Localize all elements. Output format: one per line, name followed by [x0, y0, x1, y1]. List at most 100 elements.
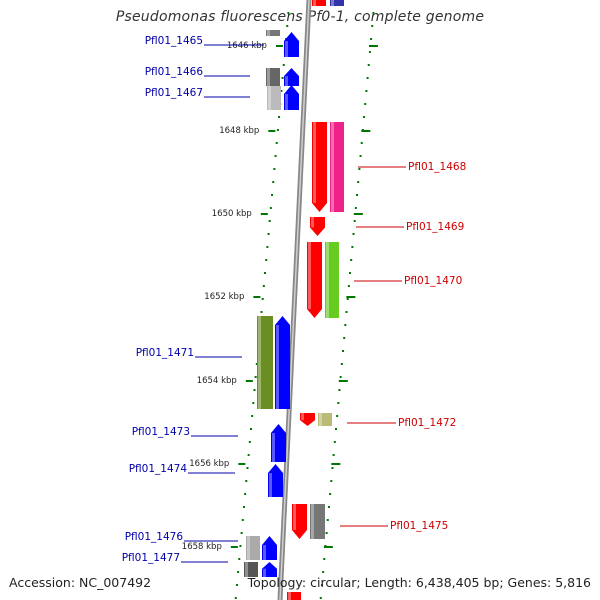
tick-dot-left	[262, 285, 265, 287]
tick-dot-right	[330, 480, 333, 482]
gene-bar-aux-shine	[268, 86, 271, 110]
gene-arrow-reverse	[312, 122, 327, 212]
gene-arrow-reverse-shine	[293, 504, 296, 530]
gene-label-reverse: Pfl01_1470	[404, 275, 462, 287]
kbp-tick-left	[238, 463, 246, 465]
tick-dot-right	[354, 207, 357, 209]
gene-arrow-reverse	[292, 504, 307, 539]
tick-dot-right	[370, 38, 373, 40]
kbp-tick-left	[268, 130, 276, 132]
tick-dot-left	[287, 12, 290, 14]
gene-arrow-reverse	[300, 413, 315, 426]
gene-bar-aux	[257, 316, 273, 409]
tick-marks	[230, 12, 378, 599]
tick-dot-right	[359, 155, 362, 157]
gene-bar-aux	[330, 122, 344, 212]
gene-arrow-forward	[268, 464, 283, 497]
tick-dot-right	[365, 90, 368, 92]
tick-dot-right	[336, 415, 339, 417]
tick-dot-right	[340, 363, 343, 365]
gene-bar-aux	[244, 562, 258, 577]
tick-dot-right	[342, 350, 344, 352]
gene-label-forward: Pfl01_1465	[145, 35, 203, 47]
gene-label-reverse: Pfl01_1468	[408, 161, 466, 173]
tick-dot-right	[363, 116, 366, 118]
gene-bar-aux	[318, 413, 332, 426]
tick-dot-right	[343, 337, 346, 339]
gene-label-forward: Pfl01_1474	[129, 463, 188, 475]
tick-dot-left	[282, 64, 285, 66]
tick-dot-left	[275, 142, 278, 144]
gene-arrow-reverse	[307, 242, 322, 318]
tick-dot-left	[234, 597, 237, 599]
tick-dot-right	[319, 597, 322, 599]
tick-dot-left	[242, 506, 245, 508]
kbp-tick-right	[346, 296, 356, 298]
gene-arrow-forward-shine	[285, 41, 288, 57]
gene-bar-aux-shine	[247, 536, 250, 560]
tick-dot-left	[266, 246, 269, 248]
tick-dot-left	[252, 402, 255, 404]
tick-dot-left	[237, 571, 240, 573]
tick-dot-right	[332, 454, 335, 456]
map-title: Pseudomonas fluorescens Pf0-1, complete …	[115, 9, 485, 25]
tick-dot-left	[261, 298, 264, 300]
tick-dot-left	[238, 558, 241, 560]
tick-dot-right	[357, 181, 360, 183]
gene-bar-aux	[325, 242, 339, 318]
tick-dot-left	[244, 493, 247, 495]
gene-label-forward: Pfl01_1471	[136, 347, 194, 359]
gene-arrow-forward-shine	[285, 76, 288, 86]
gene-arrow-forward	[271, 424, 286, 462]
tick-dot-left	[280, 90, 283, 92]
tick-dot-right	[350, 259, 353, 261]
tick-dot-right	[353, 220, 356, 222]
gene-bar-aux-shine	[267, 30, 270, 36]
tick-dot-left	[271, 194, 274, 196]
tick-dot-right	[360, 142, 363, 144]
gene-arrow-forward-shine	[263, 568, 266, 577]
labels: 1646 kbp 1648 kbp 1650 kbp 1652 kbp 1654 kbp…	[122, 35, 467, 564]
tick-dot-left	[273, 168, 276, 170]
tick-dot-right	[322, 571, 325, 573]
gene-label-forward: Pfl01_1473	[132, 426, 190, 438]
gene-arrow-reverse-shine	[311, 217, 314, 228]
gene-arrow-forward-shine	[272, 433, 275, 462]
kbp-label: 1648 kbp	[219, 126, 259, 136]
gene-bar-edge-shine	[288, 592, 291, 600]
gene-arrow-forward	[284, 85, 299, 110]
gene-bar-edge	[287, 592, 301, 600]
gene-bar-aux	[310, 504, 325, 539]
backbone-highlight	[279, 0, 310, 600]
gene-label-reverse: Pfl01_1475	[390, 520, 448, 532]
tick-dot-right	[371, 25, 374, 27]
tick-dot-left	[272, 181, 275, 183]
gene-bar-edge-shine	[331, 0, 334, 6]
gene-bar-aux	[267, 86, 281, 110]
gene-bar-aux-shine	[245, 562, 248, 577]
kbp-tick-right	[368, 45, 378, 47]
gene-label-reverse: Pfl01_1472	[398, 417, 456, 429]
kbp-label: 1656 kbp	[189, 459, 229, 469]
gene-arrow-forward	[275, 316, 290, 409]
tick-dot-right	[356, 194, 359, 196]
gene-arrow-reverse-shine	[308, 242, 311, 309]
kbp-tick-left	[260, 213, 268, 215]
tick-dot-left	[269, 207, 272, 209]
gene-bar-aux-shine	[311, 504, 314, 539]
accession-text: Accession: NC_007492	[9, 575, 152, 590]
tick-dot-right	[325, 532, 328, 534]
tick-dot-left	[268, 220, 271, 222]
kbp-tick-left	[275, 45, 283, 47]
tick-dot-left	[267, 233, 270, 235]
tick-dot-left	[274, 155, 277, 157]
tick-dot-left	[245, 480, 248, 482]
tick-dot-right	[347, 285, 350, 287]
gene-label-forward: Pfl01_1466	[145, 66, 204, 78]
gene-bar-edge	[330, 0, 344, 6]
gene-arrow-reverse-shine	[301, 413, 304, 421]
kbp-label: 1658 kbp	[182, 542, 222, 552]
tick-dot-left	[249, 428, 252, 430]
kbp-label: 1650 kbp	[212, 209, 252, 219]
